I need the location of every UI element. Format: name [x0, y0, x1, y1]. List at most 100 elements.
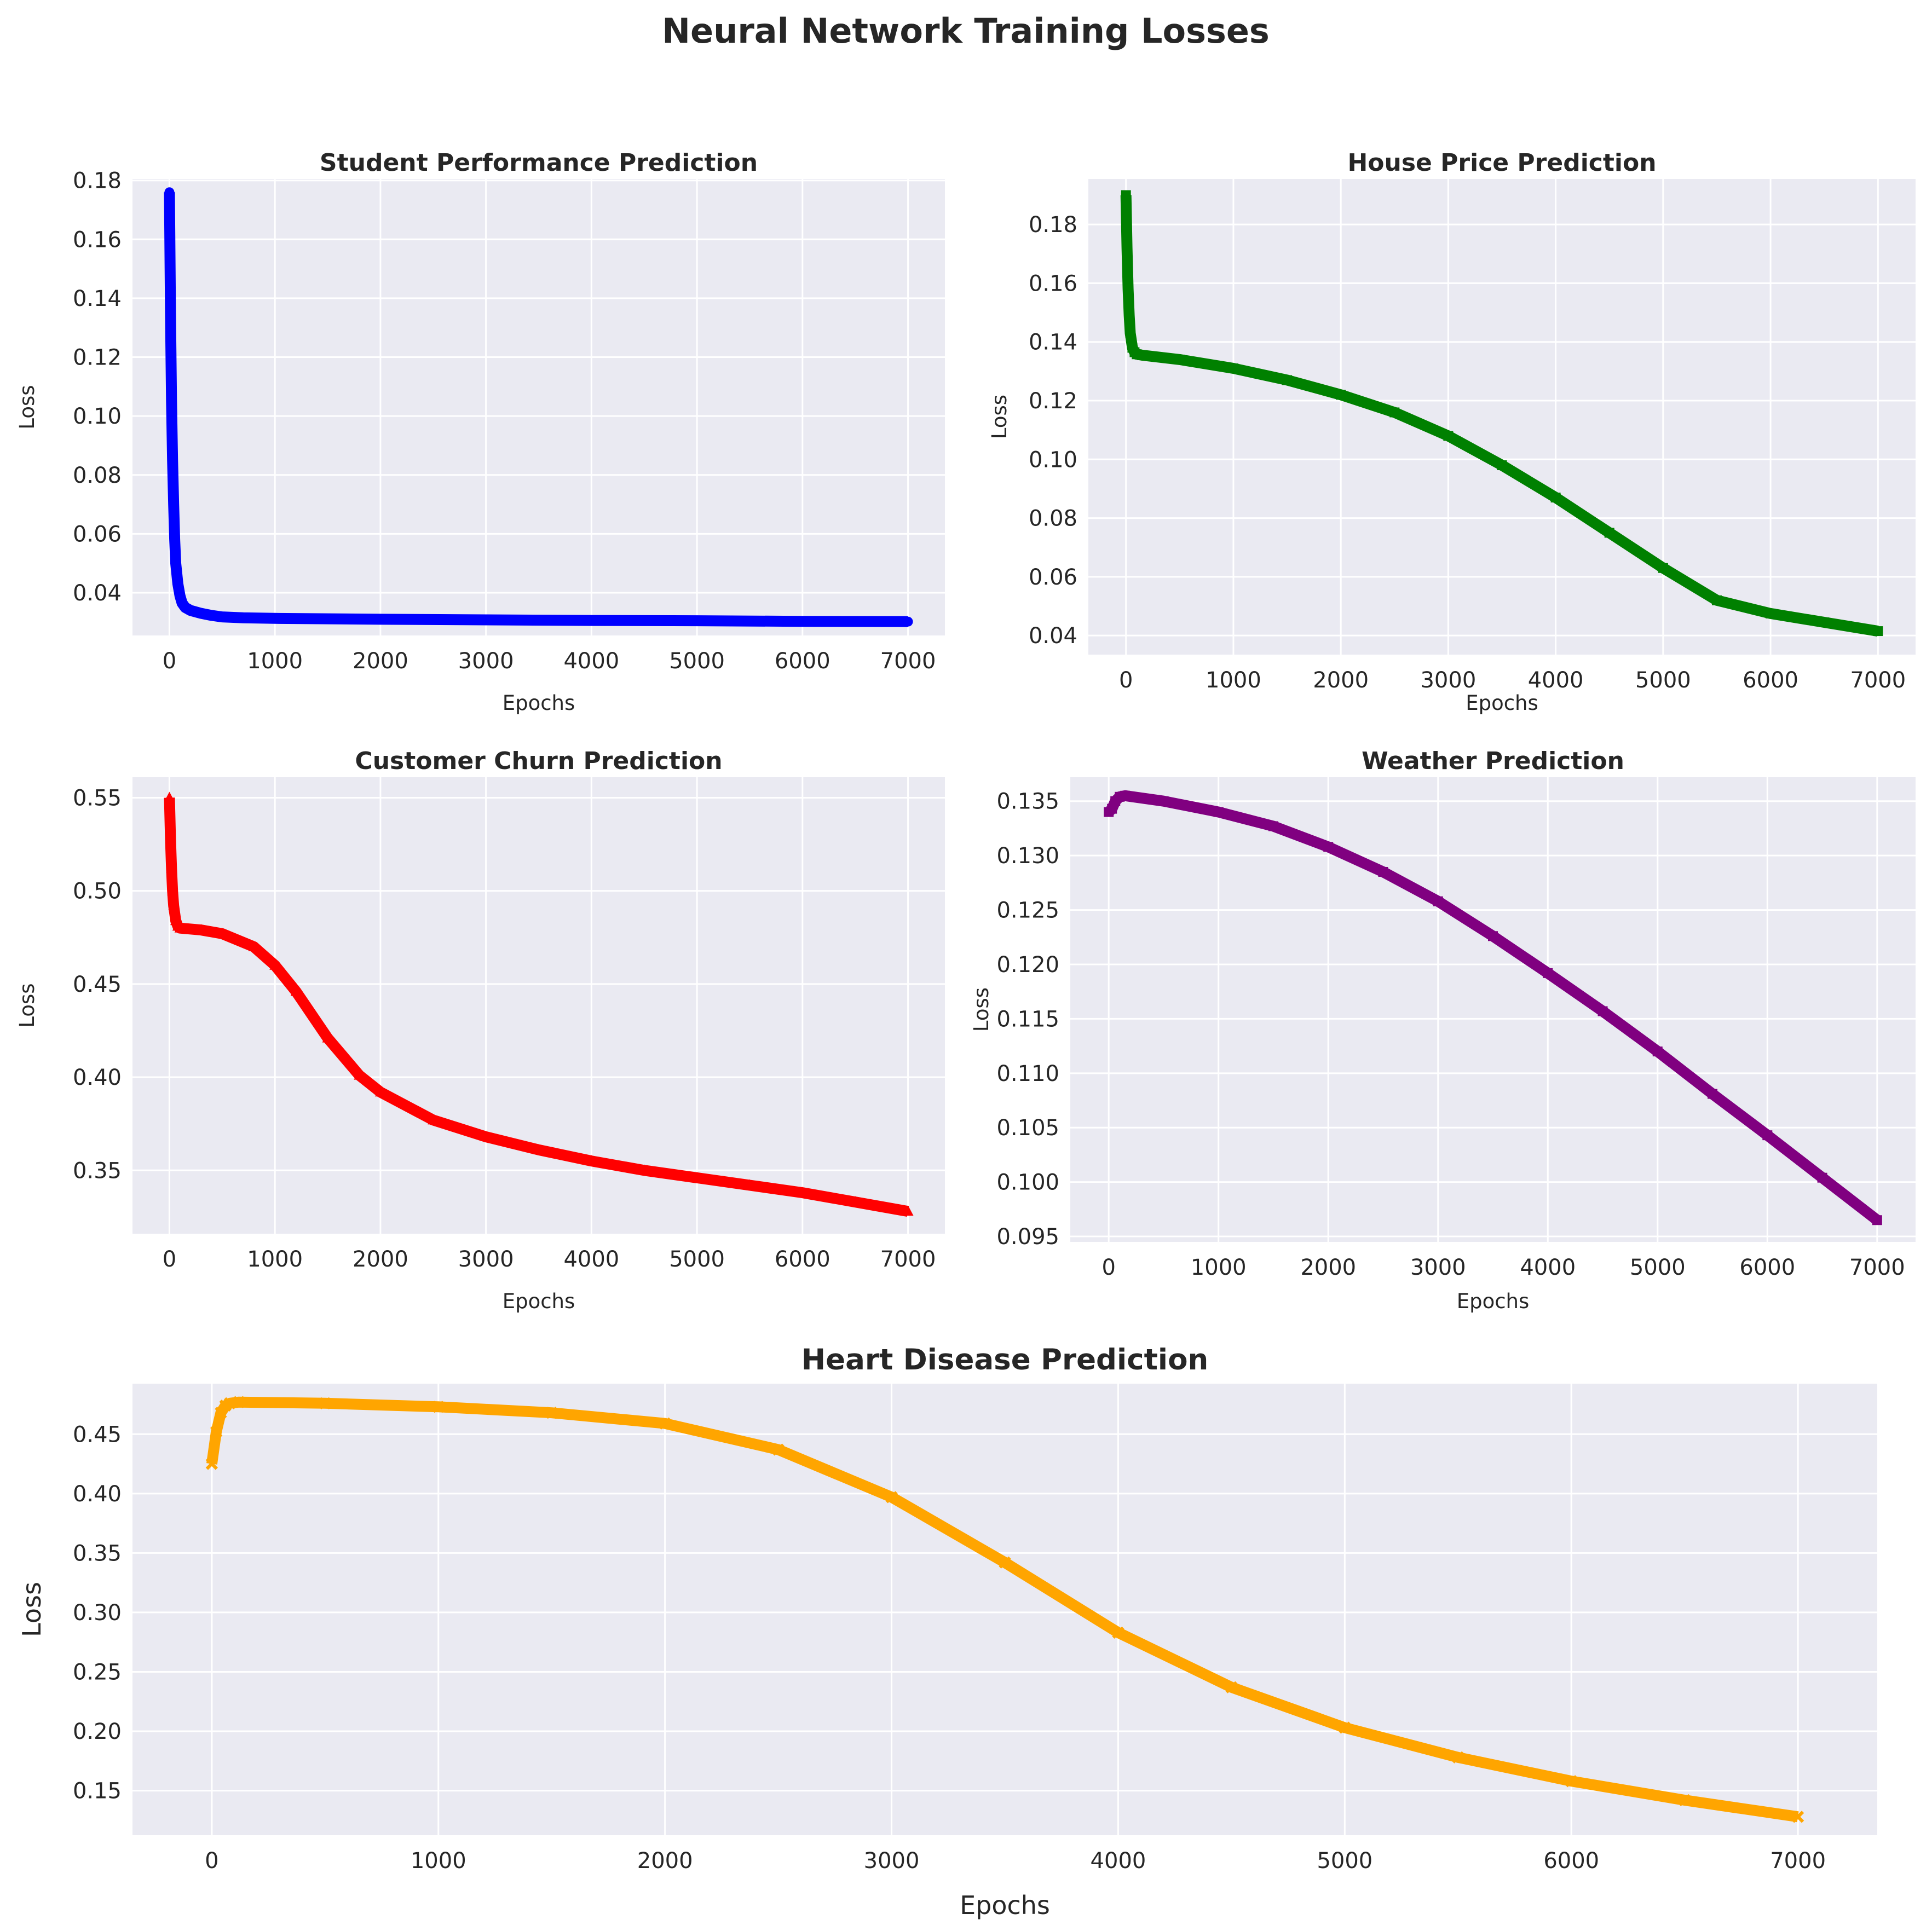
data-point: [1652, 1047, 1663, 1057]
y-tick-label: 0.25: [73, 1660, 122, 1685]
data-point: [586, 1155, 597, 1166]
data-point: [428, 1114, 439, 1125]
data-point: [586, 615, 597, 626]
data-point: [186, 605, 195, 616]
y-tick-label: 0.35: [73, 1158, 122, 1183]
y-tick-label: 0.18: [1029, 212, 1077, 238]
y-axis-label: Loss: [970, 987, 993, 1032]
x-tick-label: 1000: [411, 1848, 466, 1874]
data-point: [481, 615, 491, 625]
y-axis-label: Loss: [15, 983, 39, 1027]
data-point: [1452, 1751, 1464, 1764]
x-tick-label: 2000: [1313, 668, 1369, 693]
plot-area: [132, 777, 945, 1234]
x-tick-label: 7000: [880, 649, 936, 674]
plot-area: [132, 1384, 1877, 1835]
data-point: [1158, 796, 1169, 806]
data-point: [545, 1407, 558, 1419]
x-tick-label: 5000: [1317, 1848, 1372, 1874]
data-point: [167, 884, 178, 895]
y-tick-label: 0.125: [996, 898, 1059, 923]
y-tick-label: 0.12: [1029, 389, 1077, 414]
y-tick-label: 0.15: [73, 1779, 122, 1804]
series: [164, 187, 913, 627]
x-axis-label: Epochs: [503, 1290, 575, 1313]
data-point: [166, 396, 177, 407]
data-point: [432, 1401, 445, 1413]
subplot-title: Heart Disease Prediction: [801, 1343, 1208, 1377]
y-axis-label: Loss: [988, 395, 1011, 439]
data-point: [772, 1443, 785, 1456]
data-point: [1792, 1811, 1804, 1823]
y-tick-label: 0.105: [996, 1115, 1059, 1141]
data-point: [1604, 528, 1614, 538]
data-point: [1679, 1794, 1691, 1807]
x-tick-label: 3000: [1420, 668, 1476, 693]
data-point: [1124, 310, 1134, 321]
x-tick-label: 5000: [669, 1247, 725, 1272]
x-tick-label: 6000: [1743, 668, 1798, 693]
data-point: [164, 791, 175, 802]
y-tick-label: 0.110: [996, 1061, 1059, 1086]
x-tick-label: 4000: [563, 649, 619, 674]
x-tick-label: 1000: [247, 649, 303, 674]
x-tick-label: 4000: [1520, 1255, 1576, 1280]
x-tick-label: 2000: [353, 649, 408, 674]
data-point: [1323, 842, 1334, 852]
data-point: [216, 927, 228, 938]
y-tick-label: 0.06: [73, 522, 122, 547]
data-point: [480, 1130, 492, 1141]
data-point: [168, 455, 178, 465]
data-point: [233, 1396, 245, 1408]
x-tick-label: 1000: [1206, 668, 1261, 693]
data-point: [797, 1187, 808, 1198]
subplot-weather: 0 1000 2000 3000 4000 5000 6000 7000 0.095 0.100 0…: [970, 747, 1916, 1313]
y-tick-label: 0.120: [996, 952, 1059, 978]
data-point: [1213, 807, 1224, 817]
x-tick-label: 0: [163, 649, 176, 674]
data-point: [1174, 354, 1185, 365]
subplot-heart-disease: 0 1000 2000 3000 4000 5000 6000 7000 0.15 0.20 0.2…: [17, 1343, 1877, 1920]
data-point: [1817, 1172, 1827, 1183]
gridlines: [132, 179, 945, 635]
data-point: [165, 308, 176, 318]
data-point: [533, 1143, 544, 1154]
plot-area: [1070, 777, 1916, 1242]
x-axis-label: Epochs: [960, 1890, 1050, 1920]
data-point: [1378, 866, 1388, 877]
y-tick-label: 0.04: [1029, 623, 1077, 649]
data-point: [797, 616, 808, 627]
y-tick-label: 0.04: [73, 581, 122, 606]
data-point: [1658, 563, 1668, 573]
x-tick-label: 0: [1119, 668, 1133, 693]
x-tick-label: 4000: [1528, 668, 1584, 693]
x-tick-label: 0: [1101, 1255, 1115, 1280]
data-point: [210, 1425, 223, 1438]
x-axis-label: Epochs: [1457, 1290, 1530, 1313]
y-tick-label: 0.095: [996, 1224, 1059, 1250]
series: [205, 1396, 1804, 1823]
data-point: [1762, 1130, 1773, 1141]
data-point: [206, 610, 217, 621]
y-tick-label: 0.08: [1029, 506, 1077, 531]
y-tick-label: 0.06: [1029, 565, 1077, 590]
y-tick-label: 0.45: [73, 1422, 122, 1447]
y-tick-label: 0.18: [73, 169, 122, 194]
data-point: [1433, 896, 1443, 906]
x-tick-label: 3000: [1410, 1255, 1466, 1280]
data-point: [659, 1417, 671, 1430]
x-tick-label: 4000: [563, 1247, 619, 1272]
data-point: [1122, 243, 1132, 253]
data-point: [1550, 493, 1561, 503]
x-tick-label: 3000: [864, 1848, 920, 1874]
x-tick-label: 7000: [1770, 1848, 1826, 1874]
data-point: [1766, 608, 1776, 618]
data-point: [205, 1458, 218, 1470]
y-tick-label: 0.35: [73, 1541, 122, 1566]
data-point: [168, 899, 180, 910]
y-axis-label: Loss: [15, 385, 39, 429]
x-tick-label: 2000: [353, 1247, 408, 1272]
plot-area: [132, 179, 945, 635]
data-point: [172, 579, 183, 589]
